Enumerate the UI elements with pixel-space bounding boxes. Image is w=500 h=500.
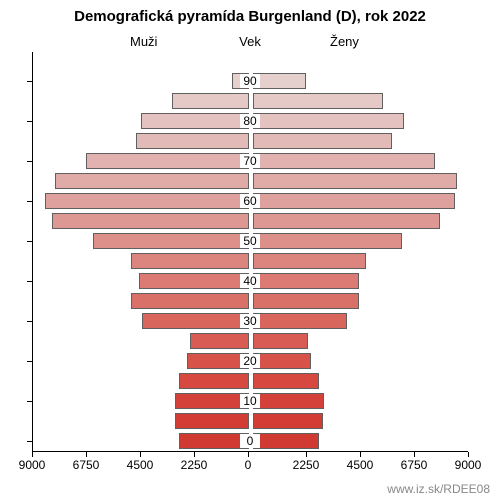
male-bar-35 — [131, 293, 249, 309]
female-bar-90 — [253, 73, 306, 89]
male-bar-85 — [172, 93, 249, 109]
plot-area — [32, 52, 468, 452]
age-tick-label: 60 — [240, 194, 260, 208]
age-label: Vek — [0, 34, 500, 49]
x-tick — [140, 452, 141, 457]
male-bar-5 — [175, 413, 249, 429]
male-bar-30 — [142, 313, 249, 329]
x-tick-label: 4500 — [122, 458, 158, 472]
y-tick — [27, 121, 32, 122]
x-tick-label: 4500 — [342, 458, 378, 472]
male-bar-50 — [93, 233, 249, 249]
age-tick-label: 80 — [240, 114, 260, 128]
x-tick — [360, 452, 361, 457]
age-tick-label: 10 — [240, 394, 260, 408]
male-bar-55 — [52, 213, 249, 229]
female-bar-75 — [253, 133, 392, 149]
x-tick-label: 9000 — [450, 458, 486, 472]
x-tick — [194, 452, 195, 457]
y-tick — [27, 401, 32, 402]
age-tick-label: 20 — [240, 354, 260, 368]
x-tick — [468, 452, 469, 457]
male-bar-45 — [131, 253, 249, 269]
female-bar-40 — [253, 273, 359, 289]
y-tick — [27, 81, 32, 82]
x-tick — [248, 452, 249, 457]
y-tick — [27, 361, 32, 362]
y-tick — [27, 281, 32, 282]
female-bar-30 — [253, 313, 347, 329]
x-tick — [86, 452, 87, 457]
x-tick-label: 6750 — [396, 458, 432, 472]
y-tick — [27, 201, 32, 202]
x-tick-label: 0 — [230, 458, 266, 472]
male-bar-10 — [175, 393, 249, 409]
x-tick-label: 6750 — [68, 458, 104, 472]
age-tick-label: 40 — [240, 274, 260, 288]
y-tick — [27, 321, 32, 322]
male-bar-75 — [136, 133, 249, 149]
female-bar-20 — [253, 353, 311, 369]
age-tick-label: 90 — [240, 74, 260, 88]
female-bar-35 — [253, 293, 359, 309]
female-bar-0 — [253, 433, 319, 449]
male-bar-60 — [45, 193, 249, 209]
population-pyramid-chart: Demografická pyramída Burgenland (D), ro… — [0, 0, 500, 500]
female-bar-15 — [253, 373, 319, 389]
female-bar-5 — [253, 413, 323, 429]
male-bar-25 — [190, 333, 249, 349]
female-bar-60 — [253, 193, 455, 209]
male-bar-65 — [55, 173, 249, 189]
y-tick — [27, 241, 32, 242]
male-bar-0 — [179, 433, 249, 449]
age-tick-label: 0 — [240, 434, 260, 448]
age-tick-label: 50 — [240, 234, 260, 248]
source-url: www.iz.sk/RDEE08 — [387, 482, 490, 496]
x-tick — [414, 452, 415, 457]
female-bar-65 — [253, 173, 457, 189]
female-bar-50 — [253, 233, 402, 249]
x-tick-label: 2250 — [176, 458, 212, 472]
chart-title: Demografická pyramída Burgenland (D), ro… — [0, 8, 500, 25]
female-bar-45 — [253, 253, 366, 269]
age-tick-label: 70 — [240, 154, 260, 168]
x-tick — [32, 452, 33, 457]
x-tick-label: 9000 — [14, 458, 50, 472]
male-bar-80 — [141, 113, 249, 129]
y-tick — [27, 161, 32, 162]
female-label: Ženy — [330, 34, 359, 49]
x-tick-label: 2250 — [288, 458, 324, 472]
female-bar-55 — [253, 213, 440, 229]
x-tick — [306, 452, 307, 457]
male-bar-70 — [86, 153, 249, 169]
female-bar-70 — [253, 153, 435, 169]
y-tick — [27, 441, 32, 442]
female-bar-10 — [253, 393, 324, 409]
female-bar-85 — [253, 93, 383, 109]
male-bar-40 — [139, 273, 249, 289]
male-bar-15 — [179, 373, 249, 389]
female-bar-25 — [253, 333, 308, 349]
age-tick-label: 30 — [240, 314, 260, 328]
female-bar-80 — [253, 113, 404, 129]
